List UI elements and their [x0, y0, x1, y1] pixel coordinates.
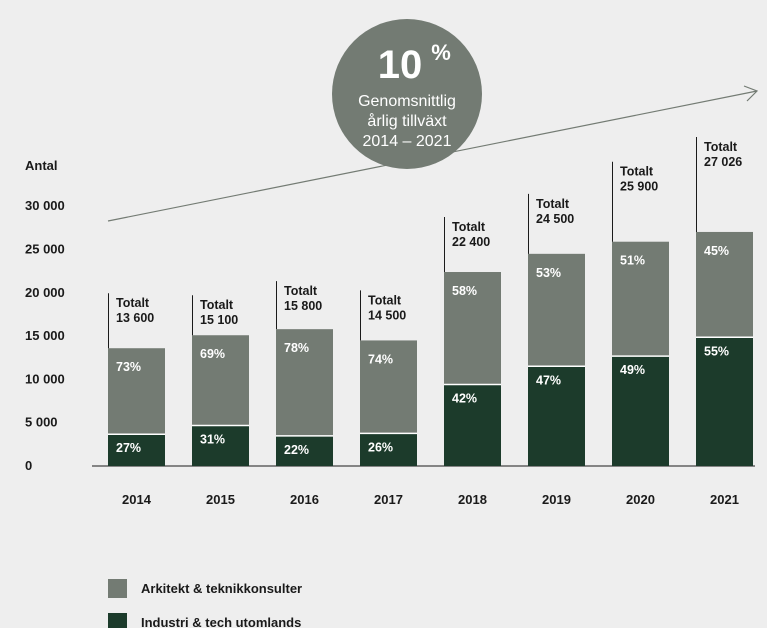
growth-caption-line: 2014 – 2021: [363, 133, 452, 150]
bar-segment-bottom: [612, 356, 669, 466]
y-axis-label: Antal: [25, 158, 58, 173]
percent-label-bottom: 22%: [284, 443, 309, 457]
x-tick-label: 2014: [122, 492, 152, 507]
percent-label-top: 51%: [620, 254, 645, 268]
legend-label: Arkitekt & teknikkonsulter: [141, 581, 302, 596]
x-tick-label: 2019: [542, 492, 571, 507]
percent-label-top: 73%: [116, 360, 141, 374]
total-prefix: Totalt: [116, 296, 150, 310]
y-tick-label: 0: [25, 458, 32, 473]
percent-label-top: 58%: [452, 284, 477, 298]
arrow-head: [743, 85, 759, 102]
growth-annotation: 10 % Genomsnittlig årlig tillväxt 2014 – 202…: [332, 19, 482, 169]
bar-segment-top: [696, 231, 753, 338]
bar-segment-top: [444, 272, 501, 385]
bar-segment-bottom: [108, 434, 165, 466]
growth-caption-line: Genomsnittlig: [358, 93, 456, 110]
bar-segment-bottom: [696, 337, 753, 466]
x-tick-label: 2016: [290, 492, 319, 507]
bar-segment-bottom: [360, 433, 417, 466]
x-axis-ticks: 2014 2015 2016 2017 2018 2019 2020 2021: [122, 492, 739, 507]
total-label: 13 600: [116, 311, 154, 325]
total-label: 25 900: [620, 180, 658, 194]
growth-percent-sign: %: [431, 40, 451, 65]
bar-segment-top: [360, 340, 417, 434]
bar-segment-top: [528, 253, 585, 367]
bar-segment-top: [612, 241, 669, 357]
legend-label: Industri & tech utomlands: [141, 615, 301, 628]
y-tick-label: 5 000: [25, 415, 58, 430]
x-tick-label: 2020: [626, 492, 655, 507]
percent-label-bottom: 42%: [452, 392, 477, 406]
percent-label-bottom: 31%: [200, 432, 225, 446]
total-prefix: Totalt: [452, 220, 486, 234]
y-axis-ticks: 0 5 000 10 000 15 000 20 000 25 000 30 000: [25, 198, 65, 473]
total-prefix: Totalt: [200, 298, 234, 312]
percent-label-bottom: 27%: [116, 441, 141, 455]
total-label: 27 026: [704, 155, 742, 169]
y-tick-label: 30 000: [25, 198, 65, 213]
growth-circle: [332, 19, 482, 169]
y-tick-label: 15 000: [25, 328, 65, 343]
y-tick-label: 20 000: [25, 285, 65, 300]
percent-label-bottom: 55%: [704, 344, 729, 358]
total-label: 14 500: [368, 308, 406, 322]
total-label: 15 800: [284, 299, 322, 313]
bar-segment-top: [276, 329, 333, 436]
x-tick-label: 2015: [206, 492, 235, 507]
total-label: 22 400: [452, 235, 490, 249]
percent-label-top: 78%: [284, 341, 309, 355]
bar-segment-bottom: [276, 435, 333, 466]
y-tick-label: 25 000: [25, 242, 65, 257]
growth-value: 10: [378, 43, 423, 87]
total-prefix: Totalt: [536, 197, 570, 211]
percent-label-top: 69%: [200, 347, 225, 361]
bar-segment-bottom: [444, 384, 501, 466]
percent-label-top: 74%: [368, 352, 393, 366]
x-tick-label: 2018: [458, 492, 487, 507]
bar-segment-top: [192, 335, 249, 426]
total-prefix: Totalt: [368, 293, 402, 307]
total-label: 24 500: [536, 212, 574, 226]
growth-caption-line: årlig tillväxt: [367, 112, 447, 130]
total-prefix: Totalt: [704, 140, 738, 154]
total-prefix: Totalt: [284, 284, 318, 298]
bar-segment-bottom: [192, 425, 249, 466]
percent-label-top: 45%: [704, 244, 729, 258]
legend-swatch: [108, 579, 127, 598]
legend-swatch: [108, 613, 127, 628]
x-tick-label: 2021: [710, 492, 739, 507]
bar-segment-bottom: [528, 366, 585, 466]
percent-label-bottom: 26%: [368, 440, 393, 454]
total-prefix: Totalt: [620, 165, 654, 179]
percent-label-top: 53%: [536, 266, 561, 280]
percent-label-bottom: 49%: [620, 363, 645, 377]
y-tick-label: 10 000: [25, 371, 65, 386]
total-label: 15 100: [200, 313, 238, 327]
legend: Arkitekt & teknikkonsulter Industri & tec…: [108, 579, 302, 628]
percent-label-bottom: 47%: [536, 373, 561, 387]
x-tick-label: 2017: [374, 492, 403, 507]
bar-segment-top: [108, 348, 165, 435]
